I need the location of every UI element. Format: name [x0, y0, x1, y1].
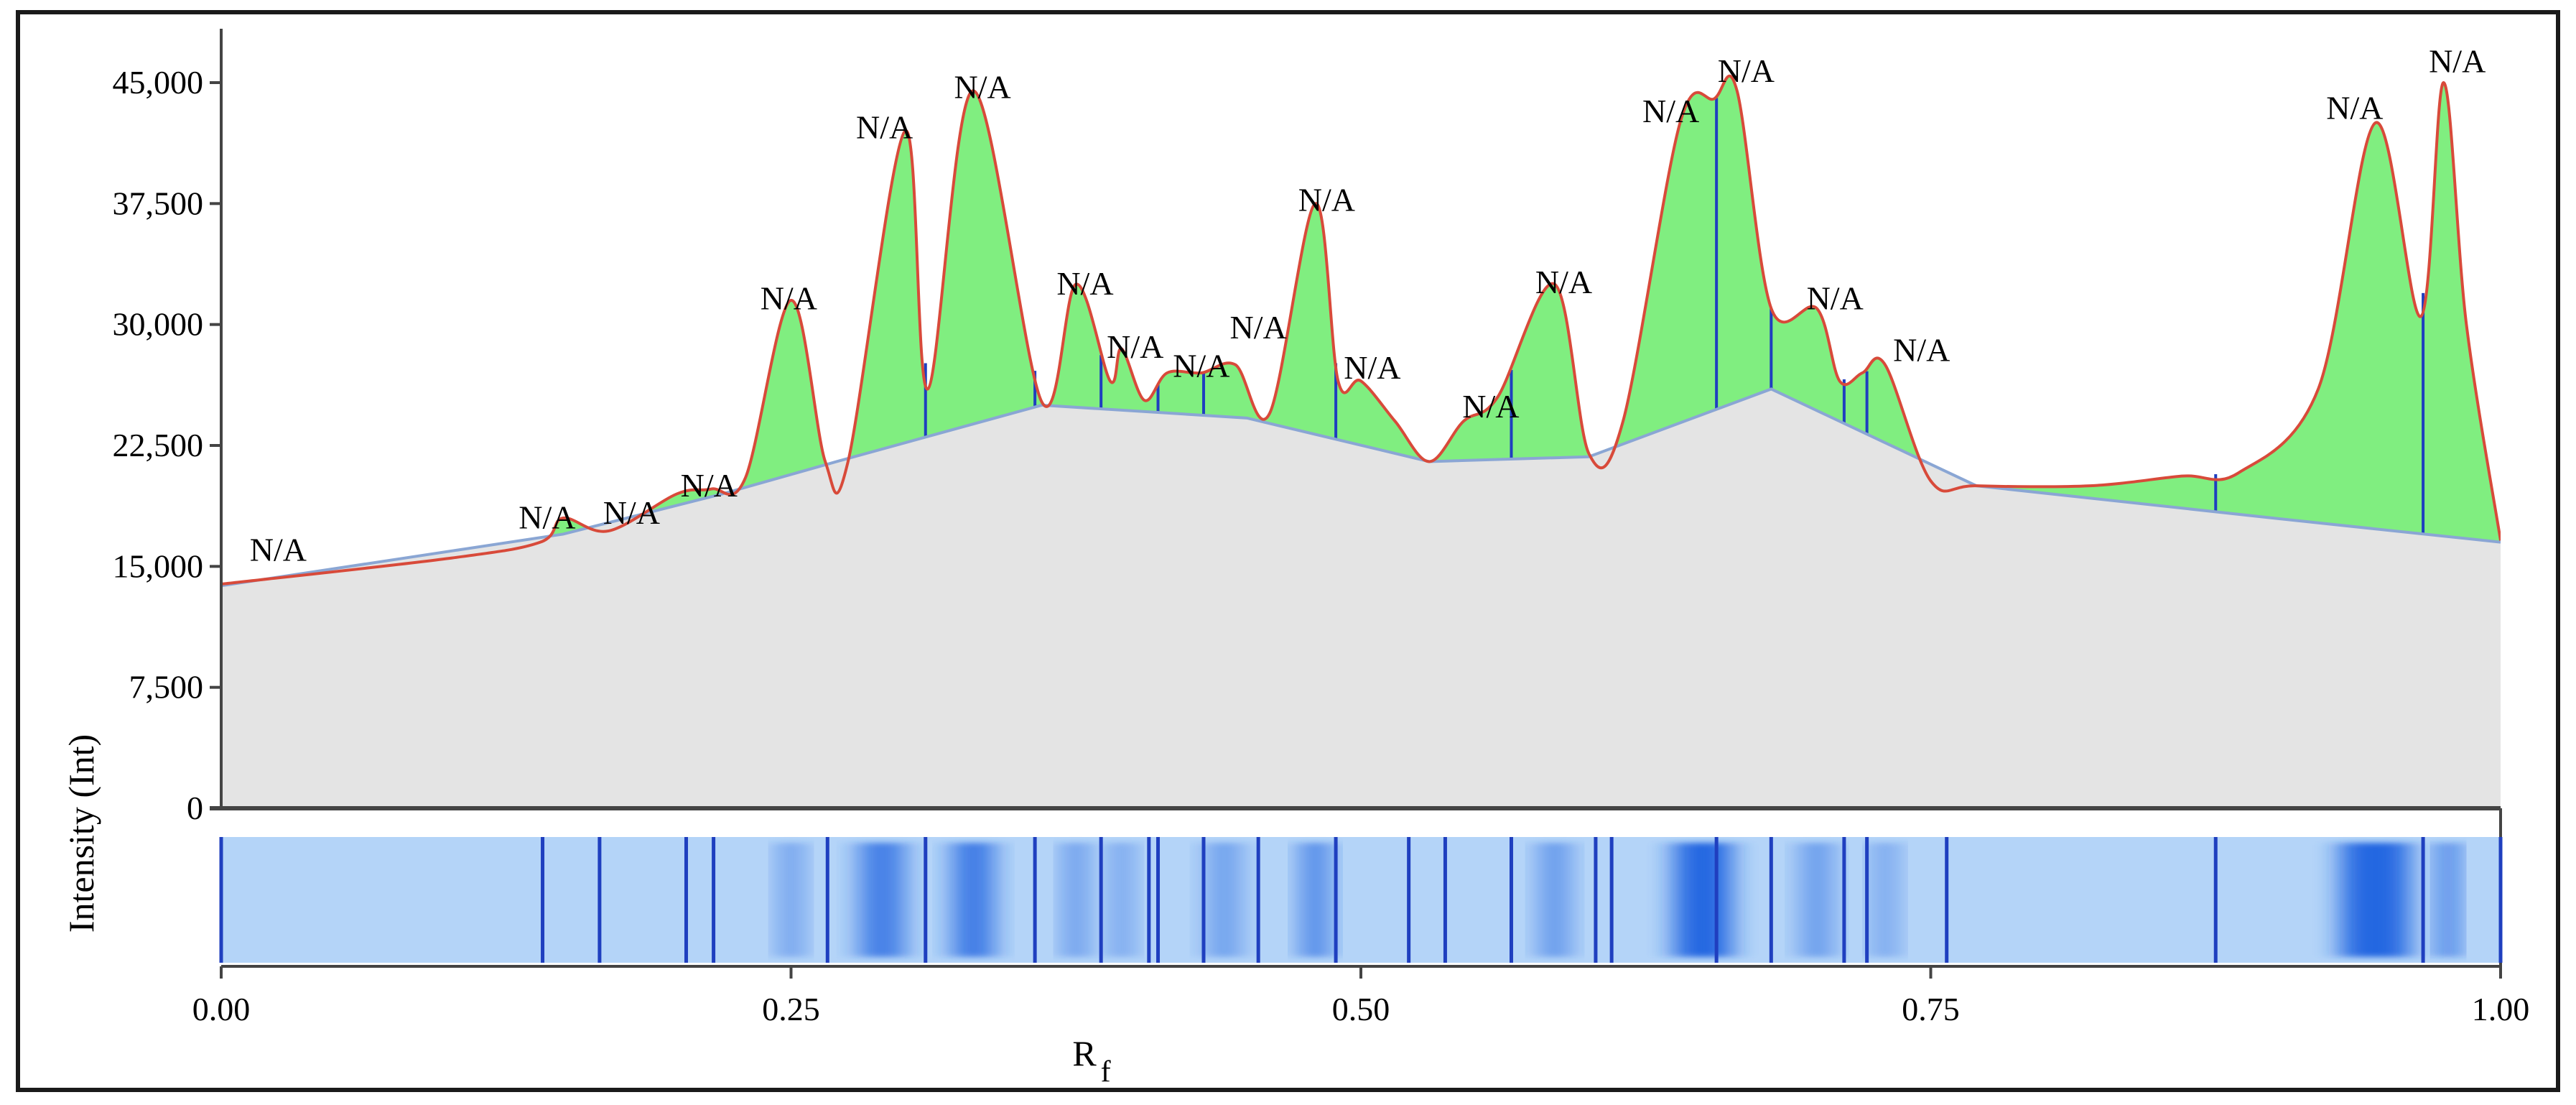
band: [1064, 843, 1088, 957]
y-axis: 0 7,500 15,000 22,500 30,000 37,500 45,000: [113, 64, 221, 826]
peak-label: N/A: [954, 68, 1010, 105]
peak-label: N/A: [1107, 328, 1163, 365]
band: [859, 843, 906, 957]
peak-label: N/A: [856, 109, 913, 146]
peak-annotations: N/AN/A N/AN/AN/AN/AN/AN/AN/AN/AN/AN/AN/AN…: [250, 43, 2486, 568]
band: [1874, 843, 1897, 957]
x-axis-title-main: R: [1072, 1033, 1097, 1073]
peak-label: N/A: [1230, 309, 1287, 346]
band-strip-background: [221, 837, 2501, 963]
peak-label: N/A: [761, 279, 817, 316]
band: [952, 843, 994, 957]
band: [1540, 843, 1570, 957]
band: [779, 843, 803, 957]
peak-label: N/A: [250, 532, 307, 568]
peak-label: N/A: [519, 499, 575, 536]
band: [2439, 843, 2458, 957]
peak-label: N/A: [1642, 93, 1699, 129]
peak-label: N/A: [603, 494, 660, 531]
peak-label: N/A: [1807, 279, 1864, 316]
plot-area: [221, 75, 2501, 808]
peak-label: N/A: [1173, 348, 1229, 384]
x-tick-label: 0.75: [1902, 991, 1960, 1027]
y-tick-label: 45,000: [113, 64, 204, 101]
band: [1110, 843, 1133, 957]
x-axis: 0.00 0.25 0.50 0.75 1.00: [192, 966, 2530, 1027]
y-tick-label: 22,500: [113, 427, 204, 463]
x-tick-label: 1.00: [2472, 991, 2530, 1027]
peak-label: N/A: [2326, 90, 2383, 126]
band: [2340, 843, 2410, 957]
band: [1206, 843, 1242, 957]
band: [1674, 843, 1731, 957]
baseline-line: [221, 387, 2501, 588]
signal-line: [221, 75, 2501, 586]
band: [1301, 843, 1329, 957]
peak-label: N/A: [1344, 349, 1400, 386]
y-tick-label: 30,000: [113, 306, 204, 343]
peak-label: N/A: [1718, 52, 1775, 89]
x-tick-label: 0.25: [762, 991, 820, 1027]
y-tick-label: 37,500: [113, 185, 204, 221]
band-strip: [219, 837, 2503, 963]
baseline-area: [221, 389, 2501, 808]
y-axis-title: Intensity (Int): [61, 734, 101, 933]
peak-label: N/A: [681, 467, 738, 504]
peak-label: N/A: [1893, 331, 1950, 368]
peak-label: N/A: [1462, 388, 1519, 425]
peak-label: N/A: [1298, 182, 1355, 218]
peak-label: N/A: [1056, 265, 1113, 302]
x-tick-label: 0.50: [1332, 991, 1390, 1027]
band: [1800, 843, 1833, 957]
y-tick-label: 15,000: [113, 547, 204, 584]
x-tick-label: 0.00: [192, 991, 251, 1027]
x-axis-title-subscript: f: [1101, 1055, 1111, 1088]
peak-label: N/A: [1535, 264, 1592, 300]
y-tick-label: 7,500: [129, 669, 204, 706]
peak-label: N/A: [2429, 43, 2486, 80]
y-tick-label: 0: [187, 790, 203, 826]
